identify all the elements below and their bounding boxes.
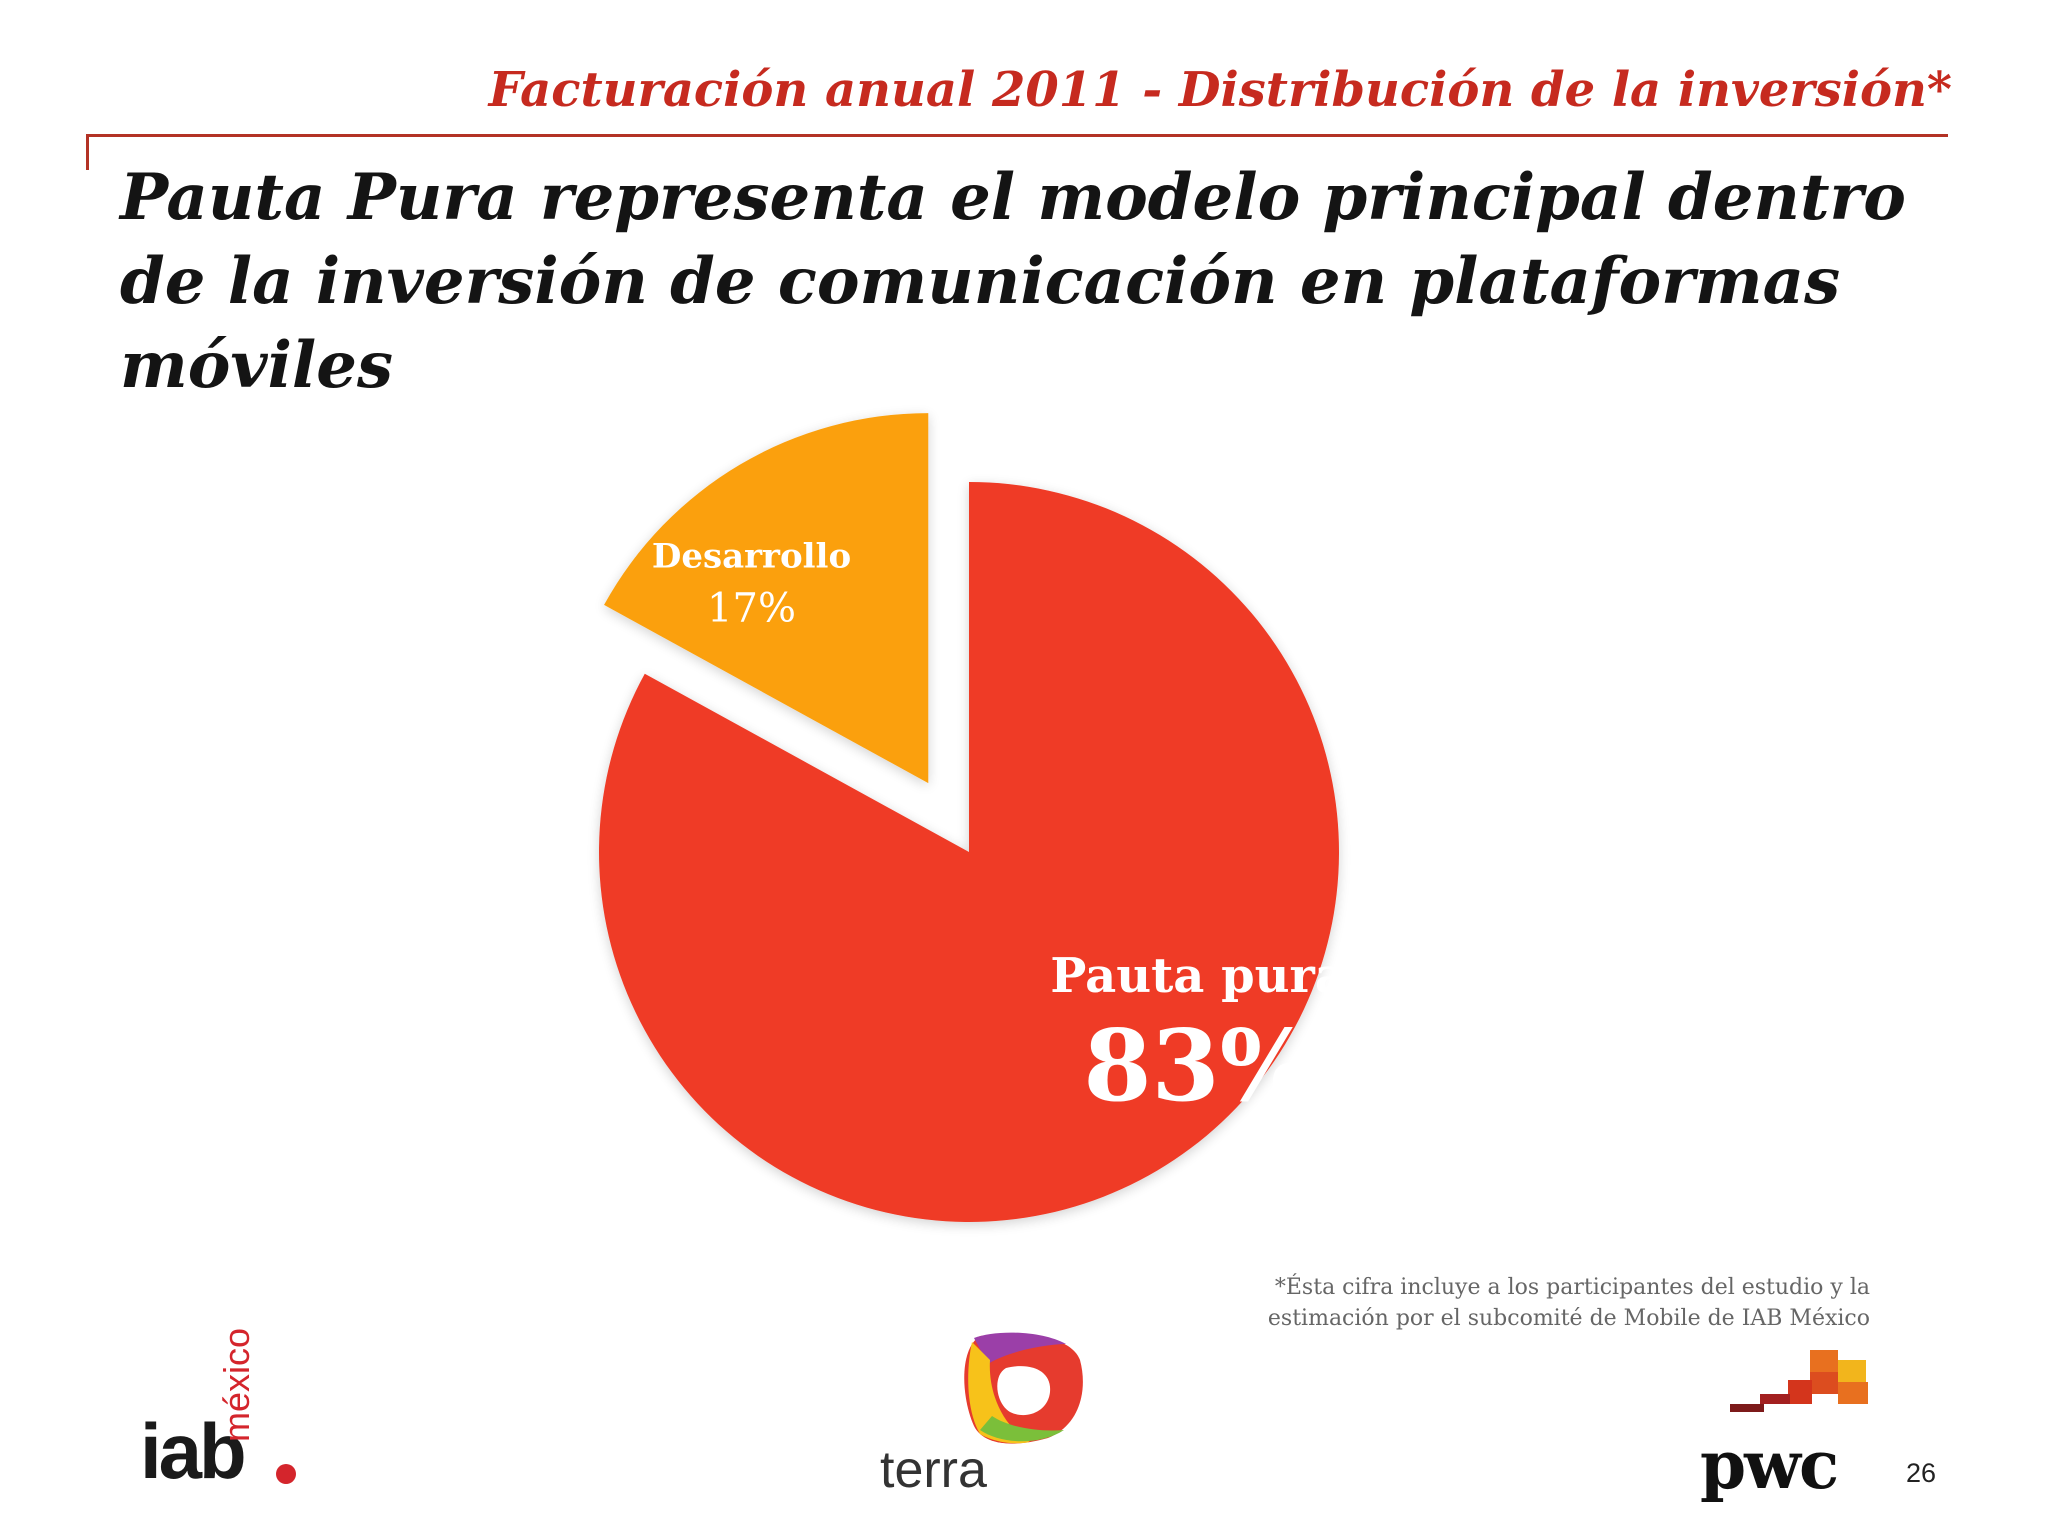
iab-logo-dot [276,1464,296,1484]
pie-value-pauta-pura: 83% [1083,1009,1313,1124]
header-rule [86,134,1948,137]
pie-label-pauta-pura: Pauta pura [1050,948,1346,1004]
terra-logo-wordmark: terra [880,1441,987,1499]
page-number: 26 [1905,1458,1936,1488]
pie-slice-pauta-pura [599,482,1339,1222]
header-rule-tick [86,134,89,170]
pwc-logo-mark [1730,1350,1868,1412]
pwc-logo: pwc [1690,1350,1890,1504]
iab-mexico-logo: iab méxico [140,1328,310,1495]
pie-label-desarrollo: Desarrollo [652,537,851,577]
pie-value-desarrollo: 17% [707,586,796,632]
iab-logo-wordmark: iab [140,1407,247,1495]
pie-slice-desarrollo [604,413,929,784]
terra-logo: terra [870,1330,1120,1500]
iab-logo-suffix: méxico [216,1327,257,1442]
terra-logo-mark [964,1332,1083,1444]
section-header: Facturación anual 2011 - Distribución de… [488,62,1952,118]
slide-headline: Pauta Pura representa el modelo principa… [120,160,1906,403]
footnote: *Ésta cifra incluye a los participantes … [1267,1275,1870,1331]
pwc-logo-wordmark: pwc [1700,1426,1839,1504]
